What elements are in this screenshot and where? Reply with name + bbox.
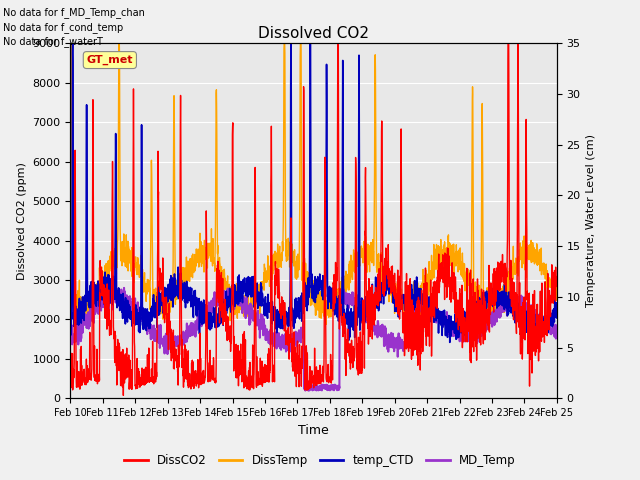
Line: DissTemp: DissTemp (70, 43, 557, 326)
DissTemp (203, 245, 211, 251)
MD_Temp (67, 336, 74, 342)
temp_CTD (338, 314, 346, 320)
DissCO2 (202, 208, 210, 214)
Title: Dissolved CO2: Dissolved CO2 (258, 25, 369, 41)
Text: No data for f_cond_temp: No data for f_cond_temp (3, 22, 124, 33)
DissTemp (524, 249, 532, 254)
DissCO2 (510, 280, 518, 286)
temp_CTD (67, 314, 74, 320)
DissTemp (455, 261, 463, 267)
DissTemp (67, 288, 74, 294)
temp_CTD (532, 341, 540, 347)
Y-axis label: Dissolved CO2 (ppm): Dissolved CO2 (ppm) (17, 162, 27, 280)
DissCO2 (524, 298, 532, 304)
Legend: DissCO2, DissTemp, temp_CTD, MD_Temp: DissCO2, DissTemp, temp_CTD, MD_Temp (120, 449, 520, 472)
DissTemp (83, 323, 91, 329)
DissTemp (68, 40, 76, 46)
Line: DissCO2: DissCO2 (70, 24, 557, 396)
Y-axis label: Temperature, Water Level (cm): Temperature, Water Level (cm) (586, 134, 596, 307)
MD_Temp (455, 331, 463, 336)
DissTemp (553, 295, 561, 301)
MD_Temp (524, 305, 532, 311)
DissCO2 (455, 315, 463, 321)
Line: temp_CTD: temp_CTD (70, 43, 557, 344)
temp_CTD (202, 316, 210, 322)
MD_Temp (328, 383, 335, 389)
DissCO2 (67, 365, 74, 371)
MD_Temp (110, 282, 118, 288)
DissCO2 (553, 282, 561, 288)
Line: MD_Temp: MD_Temp (70, 285, 557, 390)
temp_CTD (69, 40, 77, 46)
DissCO2 (120, 393, 127, 398)
Text: No data for f_MD_Temp_chan: No data for f_MD_Temp_chan (3, 7, 145, 18)
temp_CTD (553, 315, 561, 321)
DissTemp (328, 307, 335, 312)
MD_Temp (202, 303, 210, 309)
X-axis label: Time: Time (298, 424, 329, 437)
DissTemp (339, 305, 346, 311)
MD_Temp (305, 387, 313, 393)
temp_CTD (455, 335, 463, 340)
DissCO2 (339, 318, 346, 324)
Text: GT_met: GT_met (86, 55, 133, 65)
MD_Temp (510, 299, 518, 304)
DissCO2 (334, 21, 342, 26)
DissTemp (510, 267, 518, 273)
temp_CTD (524, 313, 531, 319)
MD_Temp (553, 329, 561, 335)
temp_CTD (510, 306, 518, 312)
temp_CTD (328, 290, 335, 296)
Text: No data for f_waterT: No data for f_waterT (3, 36, 103, 47)
DissCO2 (328, 380, 335, 386)
MD_Temp (339, 291, 346, 297)
